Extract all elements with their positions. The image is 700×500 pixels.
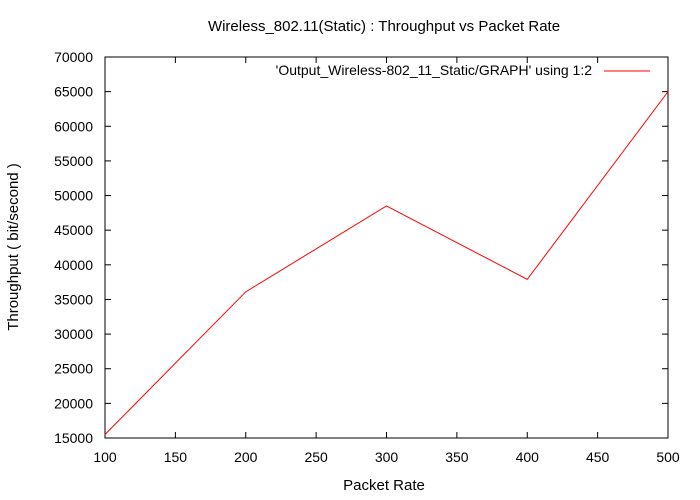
chart-title: Wireless_802.11(Static) : Throughput vs … (208, 18, 560, 35)
x-tick-label: 100 (93, 449, 117, 465)
y-tick-label: 45000 (54, 222, 93, 238)
axis-ticks: 100 150 200 250 300 350 400 450 500 15000 20000 250… (54, 49, 680, 465)
y-tick-label: 60000 (54, 118, 93, 134)
y-tick-label: 50000 (54, 188, 93, 204)
legend: 'Output_Wireless-802_11_Static/GRAPH' us… (276, 62, 650, 78)
legend-label: 'Output_Wireless-802_11_Static/GRAPH' us… (276, 62, 593, 78)
x-tick-label: 350 (445, 449, 469, 465)
x-axis-label: Packet Rate (343, 477, 425, 494)
y-axis-label: Throughput ( bit/second ) (5, 163, 22, 331)
x-tick-label: 250 (304, 449, 328, 465)
y-tick-label: 55000 (54, 153, 93, 169)
x-tick-label: 500 (656, 449, 680, 465)
x-tick-label: 450 (586, 449, 610, 465)
y-tick-label: 15000 (54, 430, 93, 446)
x-tick-label: 150 (164, 449, 188, 465)
y-tick-label: 35000 (54, 291, 93, 307)
y-tick-label: 65000 (54, 84, 93, 100)
y-tick-label: 20000 (54, 395, 93, 411)
y-tick-label: 70000 (54, 49, 93, 65)
series-group (104, 91, 669, 435)
y-tick-label: 25000 (54, 361, 93, 377)
y-tick-label: 30000 (54, 326, 93, 342)
y-tick-label: 40000 (54, 257, 93, 273)
plot-area (104, 56, 669, 439)
series-line-0 (104, 91, 669, 435)
x-tick-label: 200 (234, 449, 258, 465)
x-tick-label: 300 (375, 449, 399, 465)
x-tick-label: 400 (516, 449, 540, 465)
